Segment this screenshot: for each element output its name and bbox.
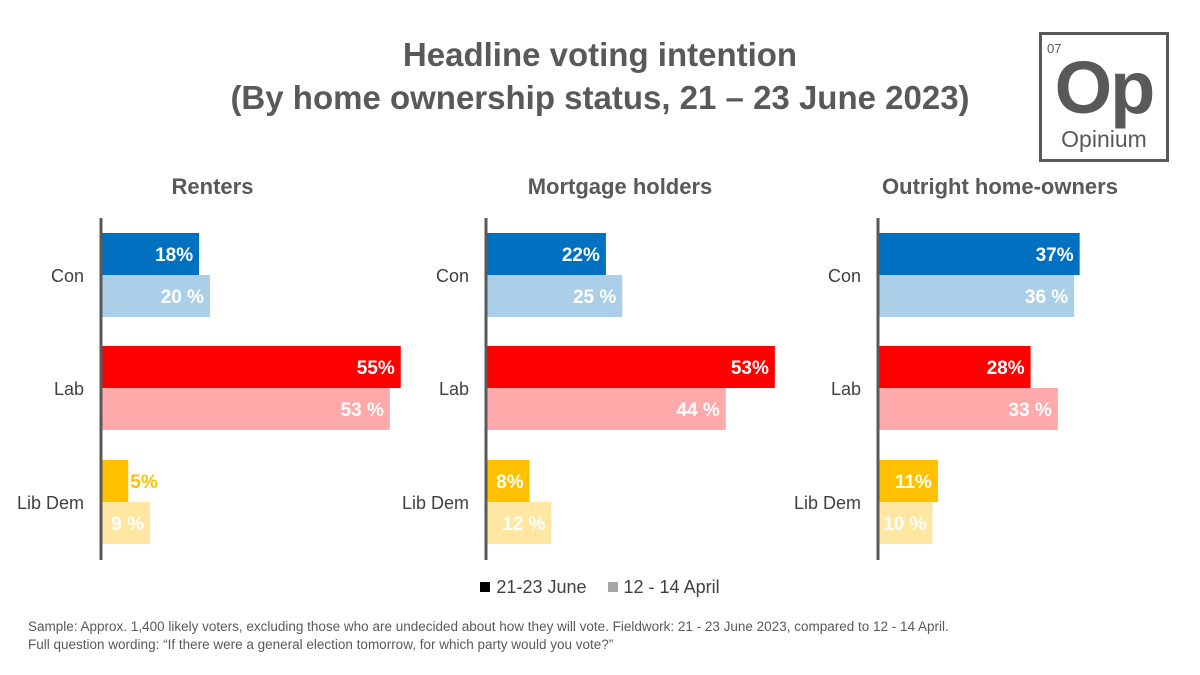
data-label-renters-con-current: 18% — [155, 245, 193, 266]
category-label-lib-dem: Lib Dem — [794, 493, 861, 513]
bar-renters-lib-dem-current — [101, 460, 129, 502]
bar-outright-home-owners-lib-dem-current — [878, 460, 938, 502]
category-label-lab: Lab — [439, 379, 469, 399]
data-label-renters-lib-dem-current: 5% — [130, 472, 158, 493]
category-label-lib-dem: Lib Dem — [17, 493, 84, 513]
data-label-renters-lab-current: 55% — [357, 358, 395, 379]
data-label-mortgage-holders-lib-dem-previous: 12 % — [502, 514, 545, 535]
panel-title-renters: Renters — [171, 174, 254, 199]
category-label-con: Con — [828, 266, 861, 286]
data-label-renters-con-previous: 20 % — [161, 287, 204, 308]
legend-swatch-current — [480, 582, 491, 592]
legend-swatch-previous — [607, 582, 618, 592]
data-label-mortgage-holders-con-current: 22% — [562, 245, 600, 266]
panel-title-outright-home-owners: Outright home-owners — [882, 174, 1118, 199]
bar-renters-lab-current — [101, 346, 401, 388]
data-label-outright-home-owners-con-current: 37% — [1036, 245, 1074, 266]
data-label-outright-home-owners-con-previous: 36 % — [1025, 287, 1068, 308]
bar-mortgage-holders-con-previous — [486, 275, 623, 317]
chart-subtitle: (By home ownership status, 21 – 23 June … — [230, 79, 970, 116]
bar-outright-home-owners-lab-previous — [878, 388, 1058, 430]
bar-renters-lib-dem-previous — [101, 502, 151, 544]
bar-renters-con-previous — [101, 275, 210, 317]
legend-label-current: 21-23 June — [496, 577, 587, 597]
bar-mortgage-holders-con-current — [486, 233, 606, 275]
footnote-question: Full question wording: “If there were a … — [28, 637, 614, 652]
data-label-mortgage-holders-lab-previous: 44 % — [676, 400, 719, 421]
data-label-outright-home-owners-lab-current: 28% — [987, 358, 1025, 379]
footnote-sample: Sample: Approx. 1,400 likely voters, exc… — [28, 619, 949, 634]
category-label-lab: Lab — [831, 379, 861, 399]
bar-mortgage-holders-lab-current — [486, 346, 775, 388]
bar-mortgage-holders-lib-dem-current — [486, 460, 530, 502]
bar-renters-con-current — [101, 233, 200, 275]
logo-number: 07 — [1047, 41, 1062, 56]
logo-symbol: Op — [1054, 46, 1156, 129]
category-label-con: Con — [51, 266, 84, 286]
panel-title-mortgage-holders: Mortgage holders — [527, 174, 713, 199]
legend-item-previous: 12 - 14 April — [607, 577, 720, 598]
bar-renters-lab-previous — [101, 388, 390, 430]
data-label-outright-home-owners-lib-dem-previous: 10 % — [883, 514, 926, 535]
chart-title: Headline voting intention — [402, 36, 798, 73]
logo-name: Opinium — [1061, 126, 1147, 152]
category-label-lib-dem: Lib Dem — [402, 493, 469, 513]
data-label-mortgage-holders-lib-dem-current: 8% — [496, 472, 524, 493]
bar-outright-home-owners-con-previous — [878, 275, 1075, 317]
bar-outright-home-owners-con-current — [878, 233, 1080, 275]
bar-outright-home-owners-lab-current — [878, 346, 1031, 388]
data-label-outright-home-owners-lib-dem-current: 11% — [895, 472, 932, 493]
category-label-lab: Lab — [54, 379, 84, 399]
data-label-renters-lab-previous: 53 % — [341, 400, 384, 421]
data-label-outright-home-owners-lab-previous: 33 % — [1009, 400, 1052, 421]
legend: 21-23 June 12 - 14 April — [0, 577, 1200, 598]
legend-item-current: 21-23 June — [480, 577, 587, 598]
bar-mortgage-holders-lib-dem-previous — [486, 502, 552, 544]
bar-mortgage-holders-lab-previous — [486, 388, 726, 430]
legend-label-previous: 12 - 14 April — [623, 577, 720, 597]
opinium-logo: 07 Op Opinium — [1039, 32, 1169, 162]
data-label-mortgage-holders-lab-current: 53% — [731, 358, 769, 379]
category-label-con: Con — [436, 266, 469, 286]
footnote: Sample: Approx. 1,400 likely voters, exc… — [28, 618, 949, 654]
data-label-mortgage-holders-con-previous: 25 % — [573, 287, 616, 308]
data-label-renters-lib-dem-previous: 9 % — [111, 514, 144, 535]
bar-outright-home-owners-lib-dem-previous — [878, 502, 933, 544]
